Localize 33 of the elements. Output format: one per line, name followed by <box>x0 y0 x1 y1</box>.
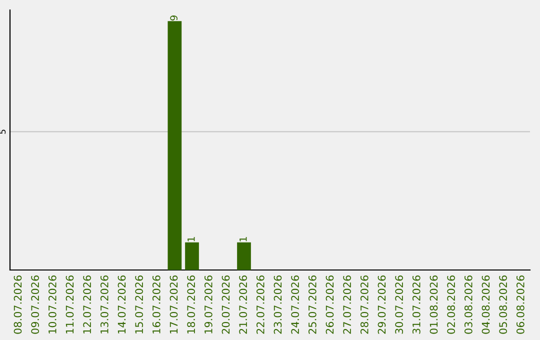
x-tick-label: 26.07.2026 <box>326 276 334 334</box>
x-tick-label: 06.08.2026 <box>516 276 524 334</box>
x-tick-label: 13.07.2026 <box>100 276 108 334</box>
x-tick-label: 18.07.2026 <box>187 276 196 334</box>
x-tick-label: 01.08.2026 <box>430 276 438 334</box>
x-tick-label: 21.07.2026 <box>239 276 248 334</box>
x-tick-label: 27.07.2026 <box>343 276 352 334</box>
x-tick-label: 02.08.2026 <box>447 276 456 334</box>
x-tick-label: 09.07.2026 <box>31 276 40 334</box>
x-tick-label: 28.07.2026 <box>360 276 368 334</box>
x-tick-label: 29.07.2026 <box>378 276 386 334</box>
x-tick-label: 30.07.2026 <box>395 276 404 334</box>
x-tick-label: 08.07.2026 <box>14 276 22 334</box>
x-tick-label: 14.07.2026 <box>118 276 126 334</box>
x-tick-label: 03.08.2026 <box>464 276 472 334</box>
x-tick-label: 31.07.2026 <box>412 276 420 334</box>
data-label: 1 <box>188 237 195 242</box>
x-tick-label: 23.07.2026 <box>274 276 282 334</box>
x-tick-label: 20.07.2026 <box>222 276 230 334</box>
x-tick-label: 16.07.2026 <box>152 276 160 334</box>
x-tick-label: 22.07.2026 <box>256 276 264 334</box>
x-tick-label: 05.08.2026 <box>499 276 508 334</box>
x-tick-label: 25.07.2026 <box>308 276 316 334</box>
x-tick-label: 24.07.2026 <box>291 276 300 334</box>
x-tick-label: 17.07.2026 <box>170 276 178 334</box>
x-tick-label: 19.07.2026 <box>204 276 212 334</box>
x-tick-label: 10.07.2026 <box>48 276 56 334</box>
data-label: 1 <box>240 237 247 242</box>
x-tick-label: 04.08.2026 <box>482 276 490 334</box>
data-label: 9 <box>170 16 178 20</box>
x-tick-label: 12.07.2026 <box>83 276 92 334</box>
x-tick-label: 11.07.2026 <box>66 276 74 334</box>
x-tick-label: 15.07.2026 <box>135 276 144 334</box>
